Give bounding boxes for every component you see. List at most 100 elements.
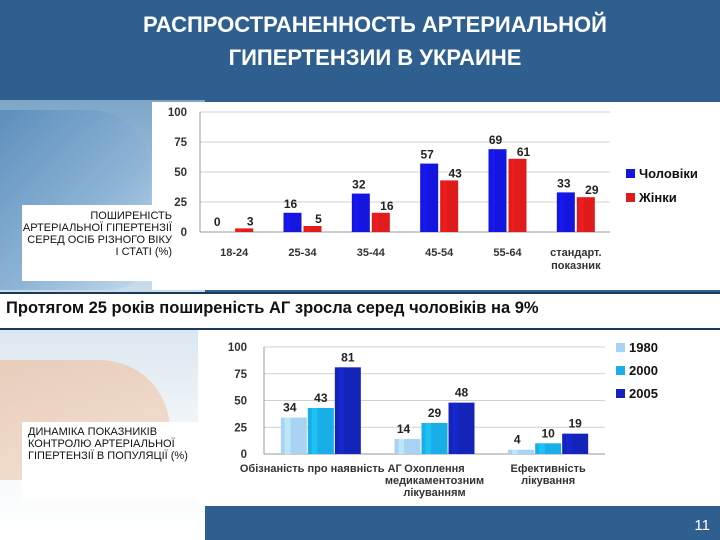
chart2-category-label: лікуванням xyxy=(403,487,465,499)
chart1-bar xyxy=(371,212,390,232)
chart1-data-label: 32 xyxy=(352,178,366,192)
chart2-data-label: 19 xyxy=(568,417,582,431)
chart1-bar-highlight xyxy=(422,163,427,232)
chart2-bar-highlight xyxy=(425,422,432,454)
chart2-bar-highlight xyxy=(566,433,572,454)
title-line-2: ГИПЕРТЕНЗИИ В УКРАИНЕ xyxy=(228,45,522,70)
chart1-category-label: 18-24 xyxy=(220,247,249,259)
chart2-bar xyxy=(508,449,535,454)
chart2-legend-label: 2005 xyxy=(629,386,658,401)
chart1-bar xyxy=(420,163,439,232)
chart1-category-label: 45-54 xyxy=(425,247,454,259)
chart1-bar xyxy=(556,192,575,232)
chart1-bar-highlight xyxy=(237,228,242,232)
chart2-data-label: 34 xyxy=(283,401,297,415)
title-line-1: РАСПРОСТРАНЕННОСТЬ АРТЕРИАЛЬНОЙ xyxy=(143,12,607,37)
chart2-ytick-label: 100 xyxy=(228,342,247,354)
slide-title: РАСПРОСТРАНЕННОСТЬ АРТЕРИАЛЬНОЙ ГИПЕРТЕН… xyxy=(90,8,660,74)
chart2-legend-swatch xyxy=(616,389,625,398)
chart1-data-label: 57 xyxy=(420,148,434,162)
chart1-category-label: 35-44 xyxy=(357,247,386,259)
chart2-ytick-label: 25 xyxy=(234,422,247,434)
chart1-legend-label: Жінки xyxy=(638,190,677,205)
chart2-data-label: 10 xyxy=(541,426,555,440)
chart2-bar-highlight xyxy=(311,407,318,454)
chart1-bar xyxy=(576,197,595,232)
chart1-data-label: 16 xyxy=(380,199,394,213)
chart2-legend-swatch xyxy=(616,366,625,375)
chart2-bar xyxy=(394,439,421,454)
chart2-bar xyxy=(280,417,307,454)
chart1-bar xyxy=(283,212,302,232)
chart1-bar-highlight xyxy=(306,226,311,232)
chart2-ytick-label: 75 xyxy=(234,369,247,381)
chart1-data-label: 0 xyxy=(214,215,221,229)
chart2-bar-highlight xyxy=(338,367,345,454)
chart1-bar-highlight xyxy=(442,180,447,232)
chart2-legend-swatch xyxy=(616,343,625,352)
chart2-legend-label: 2000 xyxy=(629,363,658,378)
chart1-bar xyxy=(351,193,370,232)
chart1-bar-highlight xyxy=(579,197,584,232)
chart1-legend-label: Чоловіки xyxy=(639,166,698,181)
chart1-data-label: 16 xyxy=(284,197,298,211)
chart2-bar-highlight xyxy=(398,439,405,454)
chart1-bar xyxy=(303,226,322,232)
chart1-legend-swatch xyxy=(626,169,635,178)
chart1-category-label: 55-64 xyxy=(493,247,522,259)
chart1-data-label: 5 xyxy=(315,212,322,226)
chart1-bar-highlight xyxy=(374,212,379,232)
chart1-bar xyxy=(488,149,507,232)
chart1-legend-swatch xyxy=(626,193,635,202)
chart2-bar-highlight xyxy=(452,402,459,454)
chart2-ytick-label: 50 xyxy=(234,396,247,408)
page-number: 11 xyxy=(694,517,710,534)
chart1-bar-highlight xyxy=(491,149,496,232)
chart2-legend-label: 1980 xyxy=(629,340,658,355)
chart1-data-label: 3 xyxy=(247,214,254,228)
chart1-caption: ПОШИРЕНІСТЬ АРТЕРІАЛЬНОЇ ГІПЕРТЕНЗІЇ СЕР… xyxy=(22,205,176,281)
chart2-category-label: медикаментозним xyxy=(385,475,484,487)
chart1-ytick-label: 25 xyxy=(174,197,187,209)
chart2-ytick-label: 0 xyxy=(241,449,247,461)
chart1-bar xyxy=(508,158,527,232)
chart1-data-label: 33 xyxy=(557,176,571,190)
chart1-category-label: стандарт. xyxy=(550,247,601,259)
chart1-bar-highlight xyxy=(559,192,564,232)
chart2-bar-highlight xyxy=(512,449,518,454)
chart1-bar-highlight xyxy=(511,158,516,232)
chart2-data-label: 43 xyxy=(314,391,328,405)
chart1-data-label: 29 xyxy=(585,183,599,197)
chart1-ytick-label: 75 xyxy=(174,137,187,149)
chart2-bar xyxy=(535,443,562,454)
chart2-data-label: 4 xyxy=(514,433,521,447)
chart1-bar-highlight xyxy=(354,193,359,232)
chart2-bar xyxy=(448,402,475,454)
chart2-bar xyxy=(307,407,334,454)
chart2-bar xyxy=(421,422,448,454)
chart2-caption: ДИНАМІКА ПОКАЗНИКІВ КОНТРОЛЮ АРТЕРІАЛЬНО… xyxy=(22,422,198,500)
chart1-category-label: 25-34 xyxy=(288,247,317,259)
chart1-data-label: 43 xyxy=(448,166,462,180)
chart1-ytick-label: 100 xyxy=(168,107,187,119)
chart1-bar xyxy=(235,228,254,232)
chart1-bar xyxy=(440,180,459,232)
chart2-data-label: 14 xyxy=(397,422,411,436)
chart1-ytick-label: 0 xyxy=(181,227,187,239)
chart1-data-label: 61 xyxy=(517,145,531,159)
chart1-bar-highlight xyxy=(286,212,291,232)
chart2-category-label: Охоплення xyxy=(404,463,464,475)
footer-site: fppt.com xyxy=(6,522,49,534)
chart2-data-label: 29 xyxy=(428,406,442,420)
chart2-bar-highlight xyxy=(284,417,291,454)
chart2-bar xyxy=(562,433,589,454)
chart1-data-label: 69 xyxy=(489,133,503,147)
chart1-ytick-label: 50 xyxy=(174,167,187,179)
chart2-bar-highlight xyxy=(539,443,545,454)
chart2-data-label: 81 xyxy=(341,350,355,364)
chart2-category-label: Ефективність xyxy=(511,463,587,475)
chart2-category-label: лікування xyxy=(521,475,575,487)
summary-banner: Протягом 25 років поширеність АГ зросла … xyxy=(0,292,720,330)
chart2-category-label: Обізнаність про наявність АГ xyxy=(240,463,403,475)
